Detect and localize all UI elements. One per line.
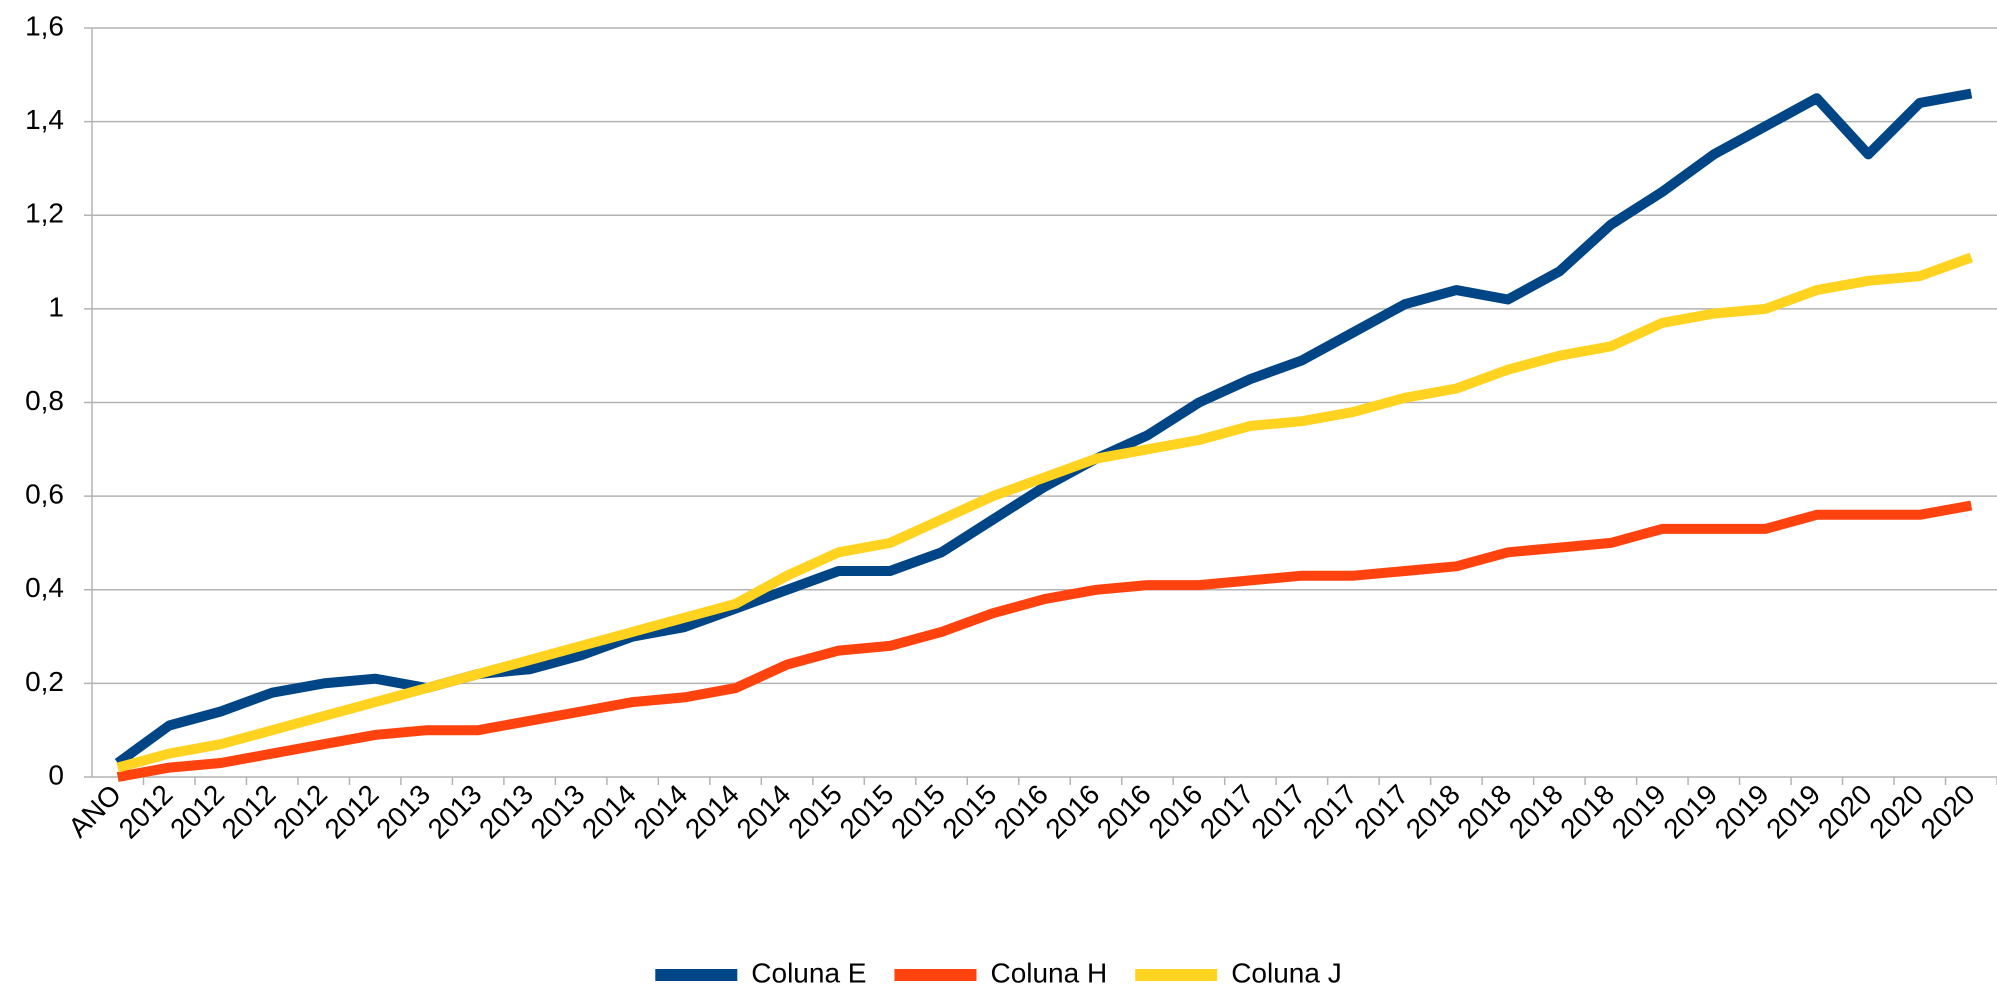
y-tick-label: 0,2 — [25, 666, 64, 697]
x-tick-label: 2013 — [422, 779, 488, 845]
x-tick-label: 2015 — [834, 779, 900, 845]
x-tick-label: 2018 — [1400, 779, 1466, 845]
x-tick-label: 2017 — [1297, 779, 1363, 845]
legend-label: Coluna J — [1231, 957, 1342, 988]
x-tick-label: ANO — [62, 779, 127, 844]
y-tick-label: 1 — [48, 291, 64, 322]
legend-swatch — [655, 969, 738, 981]
x-tick-label: 2012 — [319, 779, 385, 845]
x-tick-label: 2013 — [370, 779, 436, 845]
x-tick-label: 2018 — [1451, 779, 1517, 845]
x-tick-label: 2019 — [1760, 779, 1826, 845]
legend-label: Coluna H — [990, 957, 1107, 988]
x-tick-label: 2017 — [1194, 779, 1260, 845]
x-tick-label: 2014 — [731, 779, 797, 845]
x-tick-label: 2020 — [1915, 779, 1981, 845]
x-tick-label: 2016 — [1039, 779, 1105, 845]
x-tick-label: 2016 — [1091, 779, 1157, 845]
x-tick-label: 2013 — [525, 779, 591, 845]
y-tick-label: 0,8 — [25, 385, 64, 416]
legend-swatch — [1135, 969, 1218, 981]
x-tick-label: 2015 — [782, 779, 848, 845]
x-tick-label: 2012 — [267, 779, 333, 845]
y-tick-label: 1,6 — [25, 10, 64, 41]
y-tick-label: 0,6 — [25, 479, 64, 510]
x-tick-label: 2018 — [1503, 779, 1569, 845]
legend-label: Coluna E — [751, 957, 866, 988]
x-tick-label: 2019 — [1709, 779, 1775, 845]
x-tick-label: 2012 — [164, 779, 230, 845]
x-tick-label: 2013 — [473, 779, 539, 845]
x-tick-label: 2020 — [1863, 779, 1929, 845]
x-tick-label: 2012 — [216, 779, 282, 845]
data-line — [116, 252, 1974, 773]
x-tick-label: 2014 — [628, 779, 694, 845]
x-tick-label: 2015 — [885, 779, 951, 845]
x-tick-label: 2019 — [1606, 779, 1672, 845]
x-tick-label: 2016 — [1142, 779, 1208, 845]
x-tick-label: 2017 — [1348, 779, 1414, 845]
y-tick-label: 0,4 — [25, 572, 64, 603]
x-tick-label: 2019 — [1657, 779, 1723, 845]
y-tick-label: 0 — [48, 759, 64, 790]
data-line — [116, 500, 1973, 782]
x-tick-label: 2015 — [937, 779, 1003, 845]
legend: Coluna E Coluna H Coluna J — [655, 957, 1342, 988]
data-line — [114, 88, 1973, 768]
x-tick-label: 2018 — [1554, 779, 1620, 845]
x-tick-label: 2014 — [576, 779, 642, 845]
y-tick-label: 1,4 — [25, 104, 64, 135]
x-tick-label: 2016 — [988, 779, 1054, 845]
x-tick-label: 2020 — [1812, 779, 1878, 845]
x-tick-label: 2014 — [679, 779, 745, 845]
y-tick-label: 1,2 — [25, 198, 64, 229]
legend-swatch — [894, 969, 977, 981]
x-tick-label: 2017 — [1245, 779, 1311, 845]
x-tick-label: 2012 — [113, 779, 179, 845]
